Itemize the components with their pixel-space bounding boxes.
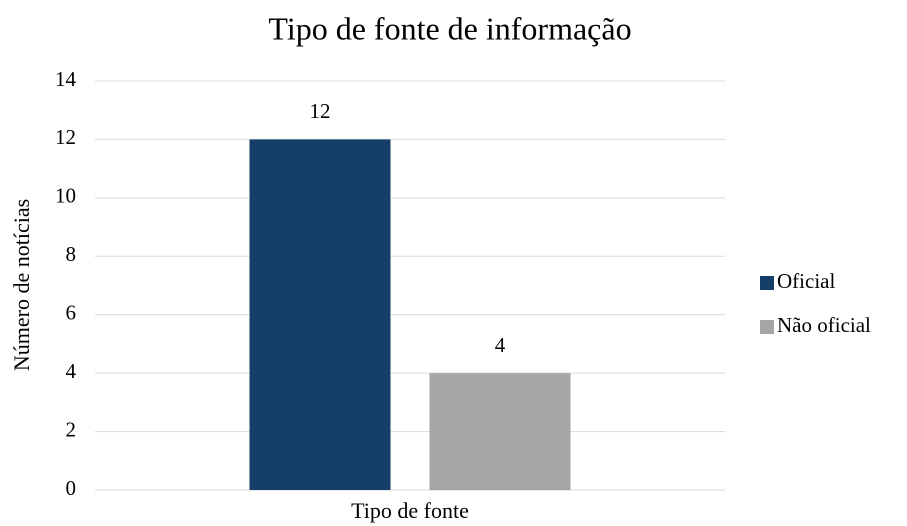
y-tick-label: 10 xyxy=(55,184,76,208)
y-tick-label: 0 xyxy=(66,476,77,500)
y-axis-label: Número de notícias xyxy=(9,199,34,371)
y-tick-label: 6 xyxy=(66,301,77,325)
data-label: 4 xyxy=(495,333,506,357)
y-tick-label: 12 xyxy=(55,125,76,149)
y-tick-label: 4 xyxy=(66,359,77,383)
chart-title: Tipo de fonte de informação xyxy=(268,10,631,46)
y-tick-label: 2 xyxy=(66,417,77,441)
bar xyxy=(249,139,391,490)
legend-swatch xyxy=(760,276,774,290)
legend-label: Não oficial xyxy=(777,313,871,337)
data-label: 12 xyxy=(310,99,331,123)
legend-label: Oficial xyxy=(777,269,835,293)
x-tick-label: Tipo de fonte xyxy=(351,498,469,523)
y-tick-label: 8 xyxy=(66,242,77,266)
legend-swatch xyxy=(760,320,774,334)
bar xyxy=(429,373,571,490)
y-tick-label: 14 xyxy=(55,67,77,91)
